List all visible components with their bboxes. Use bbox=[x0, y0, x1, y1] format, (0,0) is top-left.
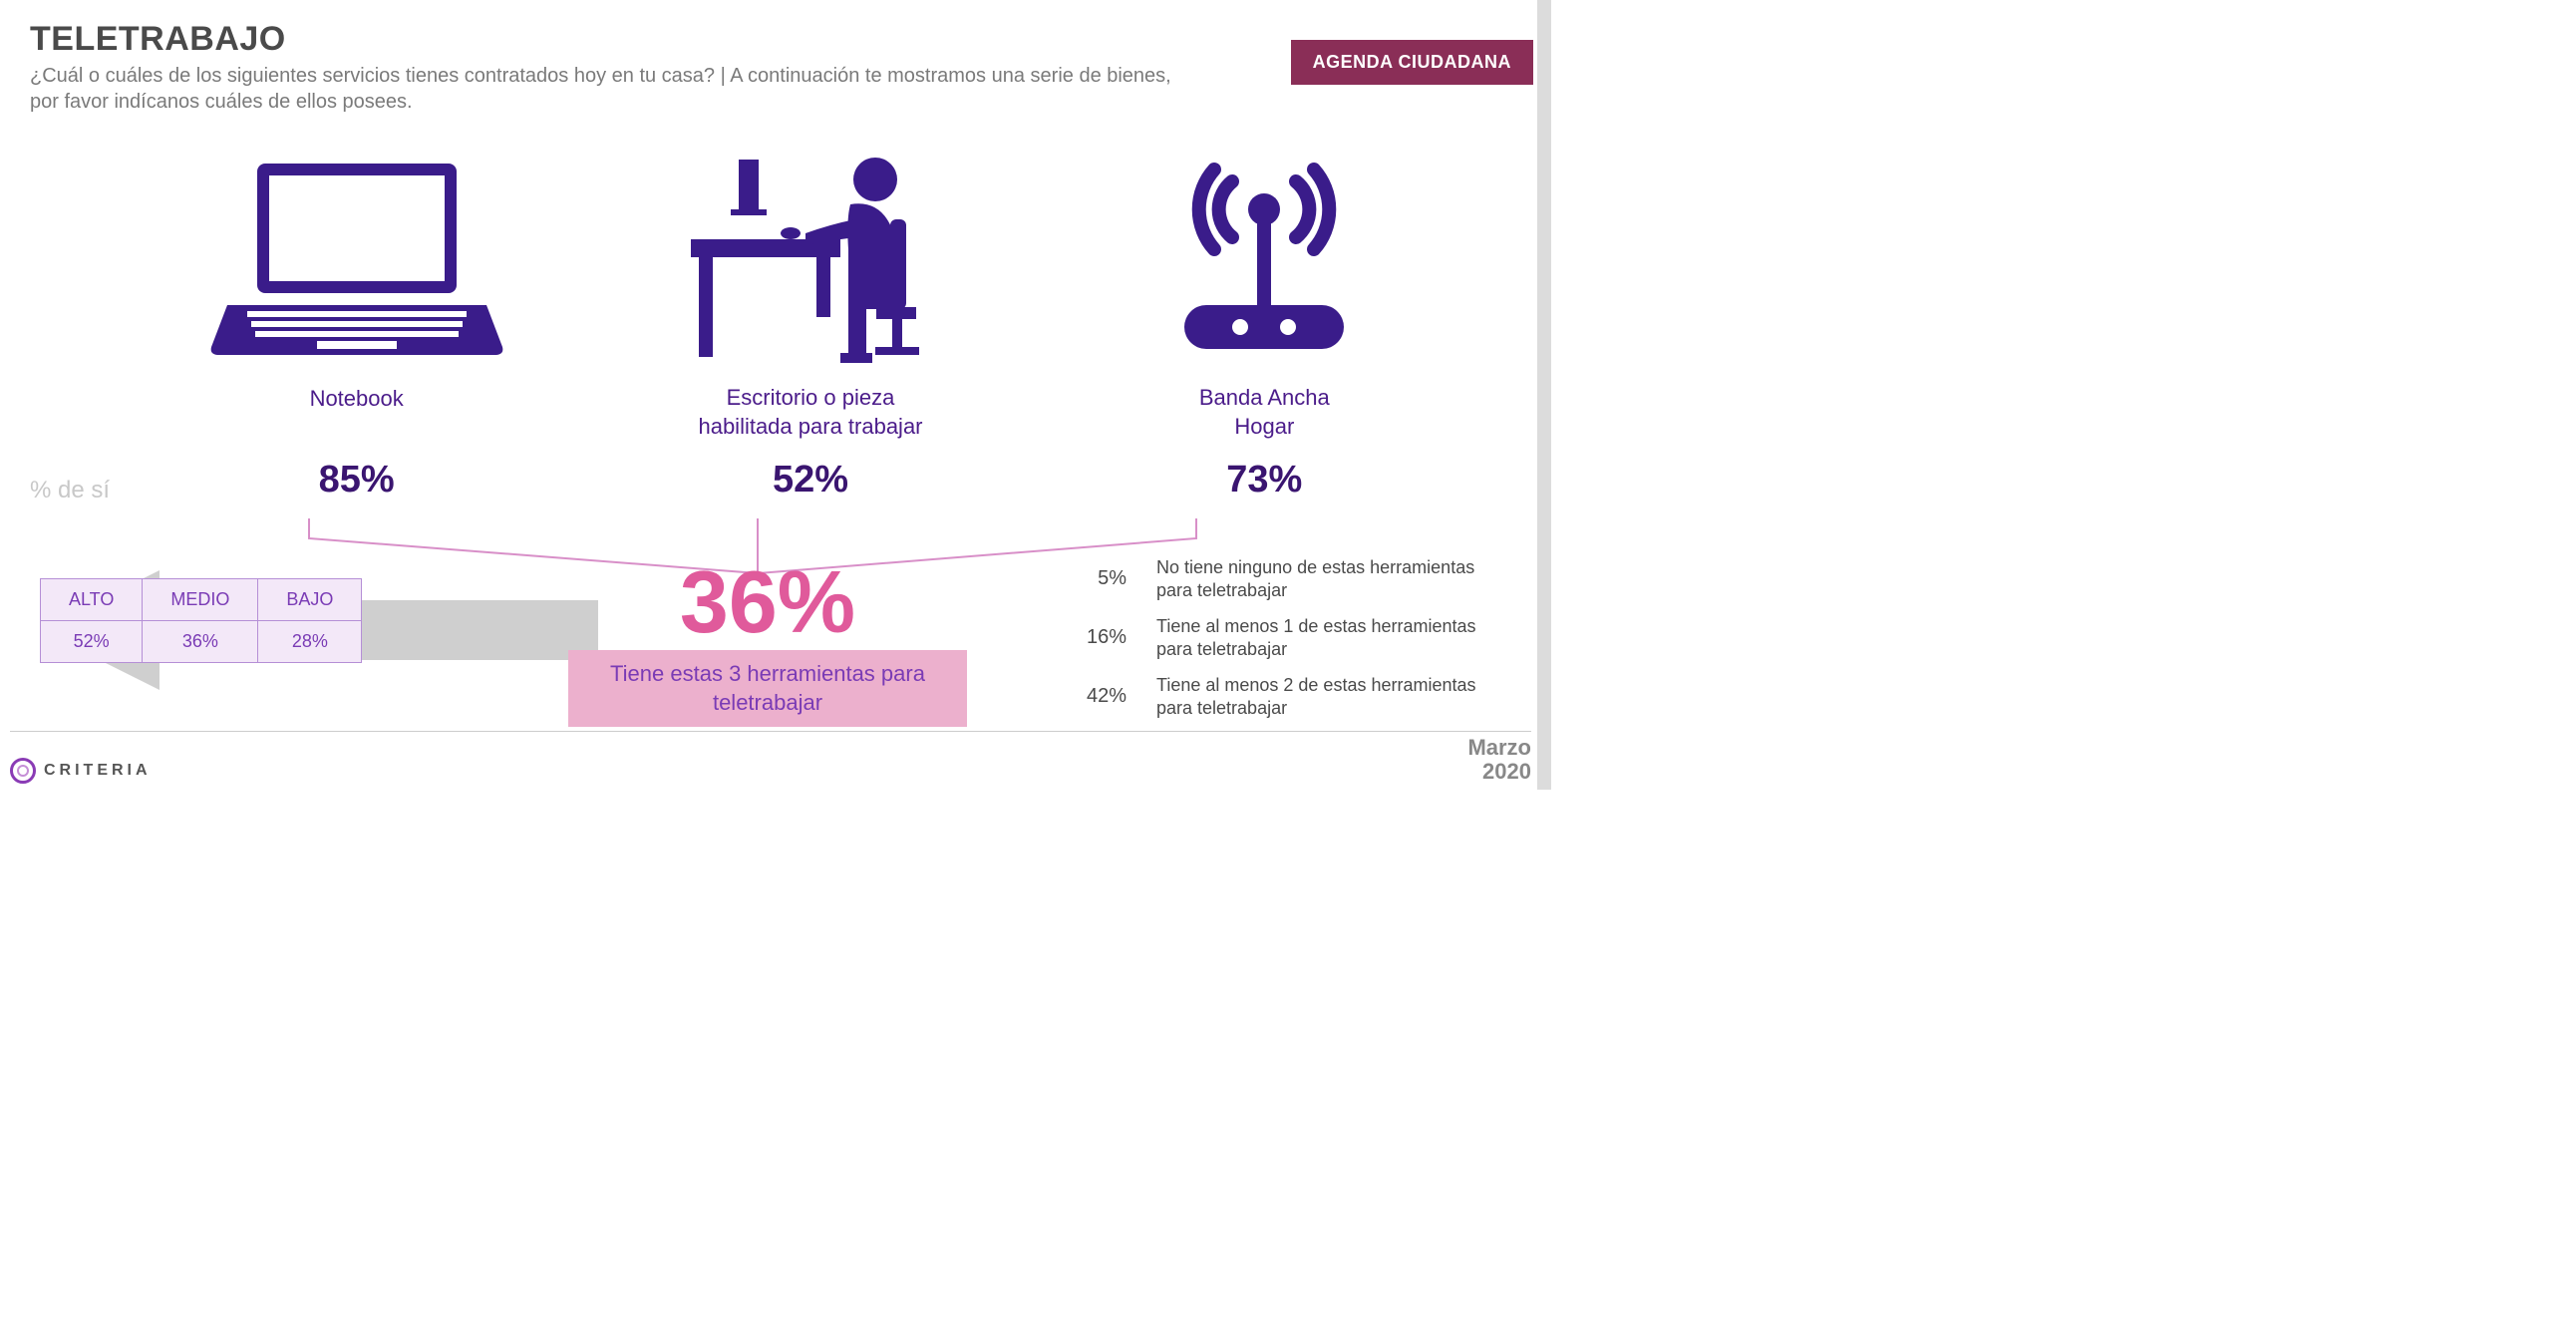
stat-row: 42% Tiene al menos 2 de estas herramient… bbox=[1057, 674, 1515, 719]
items-row: Notebook 85% bbox=[0, 125, 1551, 502]
item-notebook: Notebook 85% bbox=[150, 146, 563, 502]
stat-pct: 16% bbox=[1057, 626, 1127, 649]
scrollbar-placeholder bbox=[1537, 0, 1551, 790]
table-header: BAJO bbox=[258, 579, 362, 621]
item-label: Notebook bbox=[310, 385, 404, 441]
stat-row: 16% Tiene al menos 1 de estas herramient… bbox=[1057, 615, 1515, 660]
item-pct: 52% bbox=[773, 459, 848, 502]
brand-logo: CRITERIA bbox=[10, 758, 152, 784]
item-pct: 73% bbox=[1226, 459, 1302, 502]
wifi-router-icon bbox=[1154, 145, 1374, 374]
table-row: ALTO MEDIO BAJO bbox=[41, 579, 362, 621]
stat-pct: 5% bbox=[1057, 567, 1127, 590]
center-caption: Tiene estas 3 herramientas para teletrab… bbox=[568, 650, 967, 727]
laptop-icon bbox=[207, 146, 506, 375]
item-desk: Escritorio o pieza habilitada para traba… bbox=[603, 145, 1017, 502]
logo-mark-icon bbox=[10, 758, 36, 784]
stat-row: 5% No tiene ninguno de estas herramienta… bbox=[1057, 556, 1515, 601]
table-cell: 36% bbox=[143, 621, 258, 663]
item-broadband: Banda Ancha Hogar 73% bbox=[1058, 145, 1471, 502]
center-pct: 36% bbox=[568, 558, 967, 646]
gse-table: ALTO MEDIO BAJO 52% 36% 28% bbox=[40, 578, 362, 663]
footer-date: Marzo 2020 bbox=[1467, 736, 1531, 784]
date-year: 2020 bbox=[1467, 760, 1531, 784]
table-row: 52% 36% 28% bbox=[41, 621, 362, 663]
stat-pct: 42% bbox=[1057, 685, 1127, 708]
footer: CRITERIA Marzo 2020 bbox=[10, 731, 1531, 784]
center-highlight: 36% Tiene estas 3 herramientas para tele… bbox=[568, 558, 967, 727]
page-subtitle: ¿Cuál o cuáles de los siguientes servici… bbox=[30, 63, 1186, 115]
table-header: MEDIO bbox=[143, 579, 258, 621]
desk-worker-icon bbox=[681, 145, 940, 374]
table-cell: 52% bbox=[41, 621, 143, 663]
table-cell: 28% bbox=[258, 621, 362, 663]
pct-of-yes-label: % de sí bbox=[30, 477, 110, 504]
item-label: Banda Ancha Hogar bbox=[1199, 384, 1330, 441]
brand-name: CRITERIA bbox=[44, 762, 152, 780]
agenda-badge: AGENDA CIUDADANA bbox=[1291, 40, 1533, 85]
item-label: Escritorio o pieza habilitada para traba… bbox=[698, 384, 922, 441]
stat-text: Tiene al menos 2 de estas herramientas p… bbox=[1156, 674, 1515, 719]
table-header: ALTO bbox=[41, 579, 143, 621]
stat-text: No tiene ninguno de estas herramientas p… bbox=[1156, 556, 1515, 601]
stat-text: Tiene al menos 1 de estas herramientas p… bbox=[1156, 615, 1515, 660]
date-month: Marzo bbox=[1467, 736, 1531, 760]
item-pct: 85% bbox=[319, 459, 395, 502]
stats-column: 5% No tiene ninguno de estas herramienta… bbox=[1057, 556, 1515, 733]
